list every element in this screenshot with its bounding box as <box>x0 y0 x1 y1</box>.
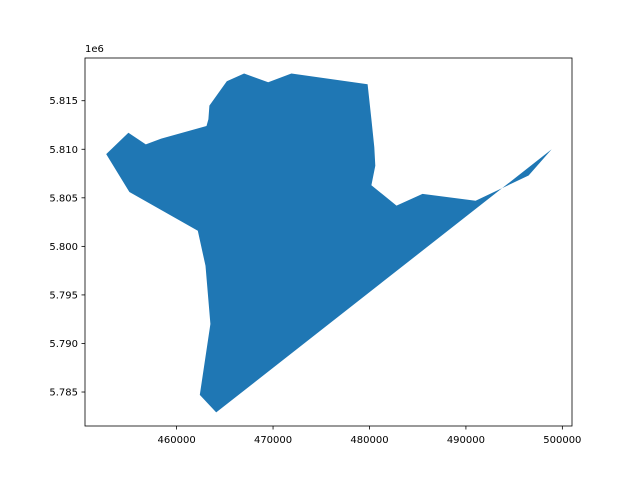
y-tick-label: 5.815 <box>49 96 78 107</box>
y-axis-offset-label: 1e6 <box>85 44 104 55</box>
polygon-shape-1 <box>106 73 552 413</box>
axes-frame <box>84 57 573 427</box>
x-tick-label: 490000 <box>447 435 485 446</box>
x-tick-label: 460000 <box>158 435 196 446</box>
x-tick-label: 470000 <box>254 435 292 446</box>
y-tick-label: 5.790 <box>49 339 78 350</box>
y-tick-label: 5.795 <box>49 290 78 301</box>
x-tick-label: 500000 <box>543 435 581 446</box>
y-tick-label: 5.785 <box>49 388 78 399</box>
y-tick-label: 5.800 <box>49 242 78 253</box>
y-tick-label: 5.805 <box>49 193 78 204</box>
y-tick-label: 5.810 <box>49 145 78 156</box>
x-tick-label: 480000 <box>350 435 388 446</box>
